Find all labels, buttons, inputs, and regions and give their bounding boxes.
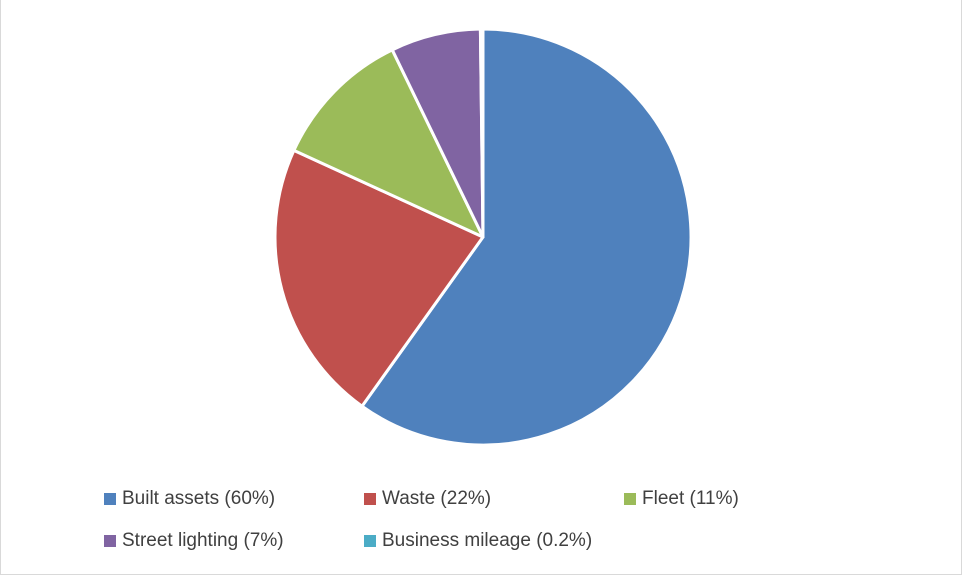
pie-slice-built-assets: [360, 27, 693, 447]
legend: Built assets (60%) Waste (22%) Fleet (11…: [1, 480, 963, 570]
legend-label: Business mileage (0.2%): [382, 530, 593, 551]
legend-label: Street lighting (7%): [122, 530, 284, 551]
legend-swatch: [624, 493, 636, 505]
legend-item-fleet: Fleet (11%): [624, 488, 739, 510]
legend-label: Fleet (11%): [642, 488, 739, 509]
legend-item-waste: Waste (22%): [364, 488, 491, 510]
legend-item-built-assets: Built assets (60%): [104, 488, 275, 510]
legend-swatch: [104, 493, 116, 505]
legend-item-street-lighting: Street lighting (7%): [104, 530, 284, 552]
legend-swatch: [364, 493, 376, 505]
pie-chart: [273, 27, 693, 447]
pie-slice-business-mileage: [478, 27, 485, 239]
legend-item-business-mileage: Business mileage (0.2%): [364, 530, 592, 552]
legend-label: Waste (22%): [382, 488, 492, 509]
pie-slice-fleet: [292, 48, 485, 239]
legend-label: Built assets (60%): [122, 488, 276, 509]
legend-swatch: [364, 535, 376, 547]
legend-swatch: [104, 535, 116, 547]
